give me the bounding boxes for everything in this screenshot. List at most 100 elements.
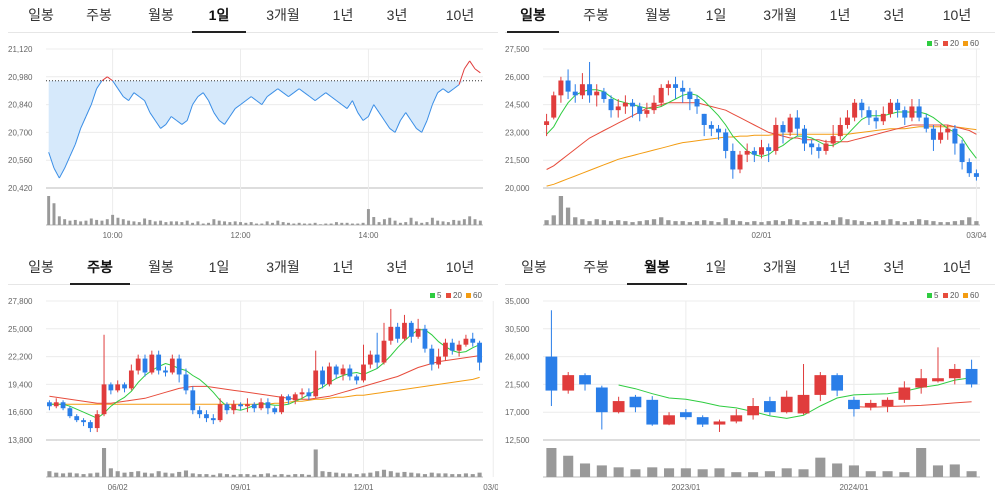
tab-weekly[interactable]: 주봉 [70, 252, 130, 285]
y-tick-label: 24,500 [505, 101, 530, 110]
tab-1day[interactable]: 1일 [192, 0, 246, 33]
volume-bar [666, 220, 671, 225]
candle-body [938, 132, 944, 140]
price-line-segment [431, 92, 439, 105]
price-line-segment [282, 92, 289, 98]
tab-10year[interactable]: 10년 [942, 259, 972, 275]
x-tick-label: 06/02 [108, 483, 129, 492]
price-line-segment [383, 120, 391, 129]
tab-10year[interactable]: 10년 [445, 259, 475, 275]
tab-monthly[interactable]: 월봉 [148, 7, 174, 23]
legend-label-ma20: 20 [453, 291, 462, 300]
tab-3month[interactable]: 3개월 [763, 259, 797, 275]
candle-body [758, 147, 765, 155]
candle-body [801, 128, 807, 144]
tab-daily[interactable]: 일봉 [28, 259, 54, 275]
candle-body [844, 117, 850, 125]
candle-body [67, 408, 73, 417]
candle-body [663, 415, 675, 425]
tab-3month[interactable]: 3개월 [266, 259, 300, 275]
volume-bar [895, 221, 900, 225]
volume-bar [244, 222, 248, 225]
volume-bar [579, 463, 591, 477]
candle-body [402, 322, 407, 339]
tab-1day[interactable]: 1일 [705, 259, 727, 275]
volume-bar [470, 474, 475, 477]
tab-1day[interactable]: 1일 [208, 259, 230, 275]
volume-bar [687, 222, 693, 225]
volume-bar [551, 215, 556, 225]
tab-weekly[interactable]: 주봉 [583, 259, 609, 275]
volume-bar [452, 219, 456, 225]
volume-bar [398, 222, 402, 225]
tab-1year[interactable]: 1년 [332, 259, 354, 275]
tab-3year[interactable]: 3년 [883, 259, 905, 275]
candle-body [612, 401, 625, 413]
tab-monthly[interactable]: 월봉 [148, 259, 174, 275]
volume-bar [730, 220, 735, 225]
tab-monthly[interactable]: 월봉 [627, 252, 687, 285]
price-line-segment [128, 92, 135, 101]
volume-bar [616, 220, 621, 225]
tab-3year[interactable]: 3년 [386, 259, 408, 275]
candle-body [163, 370, 168, 373]
price-line-segment [426, 104, 433, 121]
tab-daily[interactable]: 일봉 [521, 259, 547, 275]
volume-bar [292, 223, 296, 225]
candle-body [183, 374, 189, 391]
volume-bar [47, 471, 52, 477]
volume-bar [798, 469, 809, 477]
y-tick-label: 13,800 [8, 436, 33, 445]
tab-weekly[interactable]: 주봉 [86, 7, 112, 23]
volume-bar [873, 221, 879, 225]
price-line-segment [240, 100, 247, 106]
price-line-segment [266, 92, 273, 98]
volume-bar [644, 220, 650, 225]
y-tick-label: 20,980 [8, 73, 33, 82]
tab-monthly[interactable]: 월봉 [645, 7, 671, 23]
tab-3month[interactable]: 3개월 [266, 7, 300, 23]
candle-body [952, 128, 958, 144]
tab-10year[interactable]: 10년 [445, 7, 475, 23]
y-tick-label: 21,120 [8, 45, 33, 54]
candle-body [333, 366, 339, 375]
tab-1year[interactable]: 1년 [332, 7, 354, 23]
tab-daily[interactable]: 일봉 [507, 0, 559, 33]
tab-3month[interactable]: 3개월 [763, 7, 797, 23]
price-line-segment [197, 92, 204, 98]
y-tick-label: 19,400 [8, 380, 33, 389]
volume-bar [303, 223, 306, 225]
tab-3year[interactable]: 3년 [386, 7, 408, 23]
volume-bar [463, 473, 468, 477]
candle-body [115, 384, 121, 391]
volume-bar [324, 223, 328, 225]
volume-bar [594, 219, 599, 225]
ma60-line [546, 126, 977, 187]
tab-1year[interactable]: 1년 [829, 7, 851, 23]
tab-bar: 일봉 주봉 월봉 1일 3개월 1년 3년 10년 [8, 252, 498, 285]
price-line-segment [106, 76, 113, 82]
tab-3year[interactable]: 3년 [883, 7, 905, 23]
y-tick-label: 35,000 [505, 297, 530, 306]
volume-bar [694, 221, 700, 225]
volume-bar [142, 472, 148, 477]
tab-10year[interactable]: 10년 [942, 7, 972, 23]
candle-body [258, 402, 264, 409]
tab-daily[interactable]: 일봉 [28, 7, 54, 23]
candle-body [866, 110, 872, 118]
candle-body [60, 402, 66, 409]
price-line-segment [405, 112, 412, 121]
price-line-segment [224, 116, 231, 125]
volume-bar [153, 221, 157, 225]
volume-bar [191, 222, 195, 225]
price-line-segment [160, 124, 167, 129]
panel-weekly: 일봉 주봉 월봉 1일 3개월 1년 3년 10년 13,800 16,600 19… [8, 252, 498, 497]
candle-body [169, 358, 175, 373]
tab-1year[interactable]: 1년 [829, 259, 851, 275]
intraday-chart: 20,420 20,560 20,700 20,840 20,980 21,120 10:0… [8, 45, 483, 240]
candle-body [837, 124, 843, 137]
tab-1day[interactable]: 1일 [705, 7, 727, 23]
volume-bar [375, 471, 380, 477]
tab-weekly[interactable]: 주봉 [583, 7, 609, 23]
volume-bar [204, 474, 209, 477]
